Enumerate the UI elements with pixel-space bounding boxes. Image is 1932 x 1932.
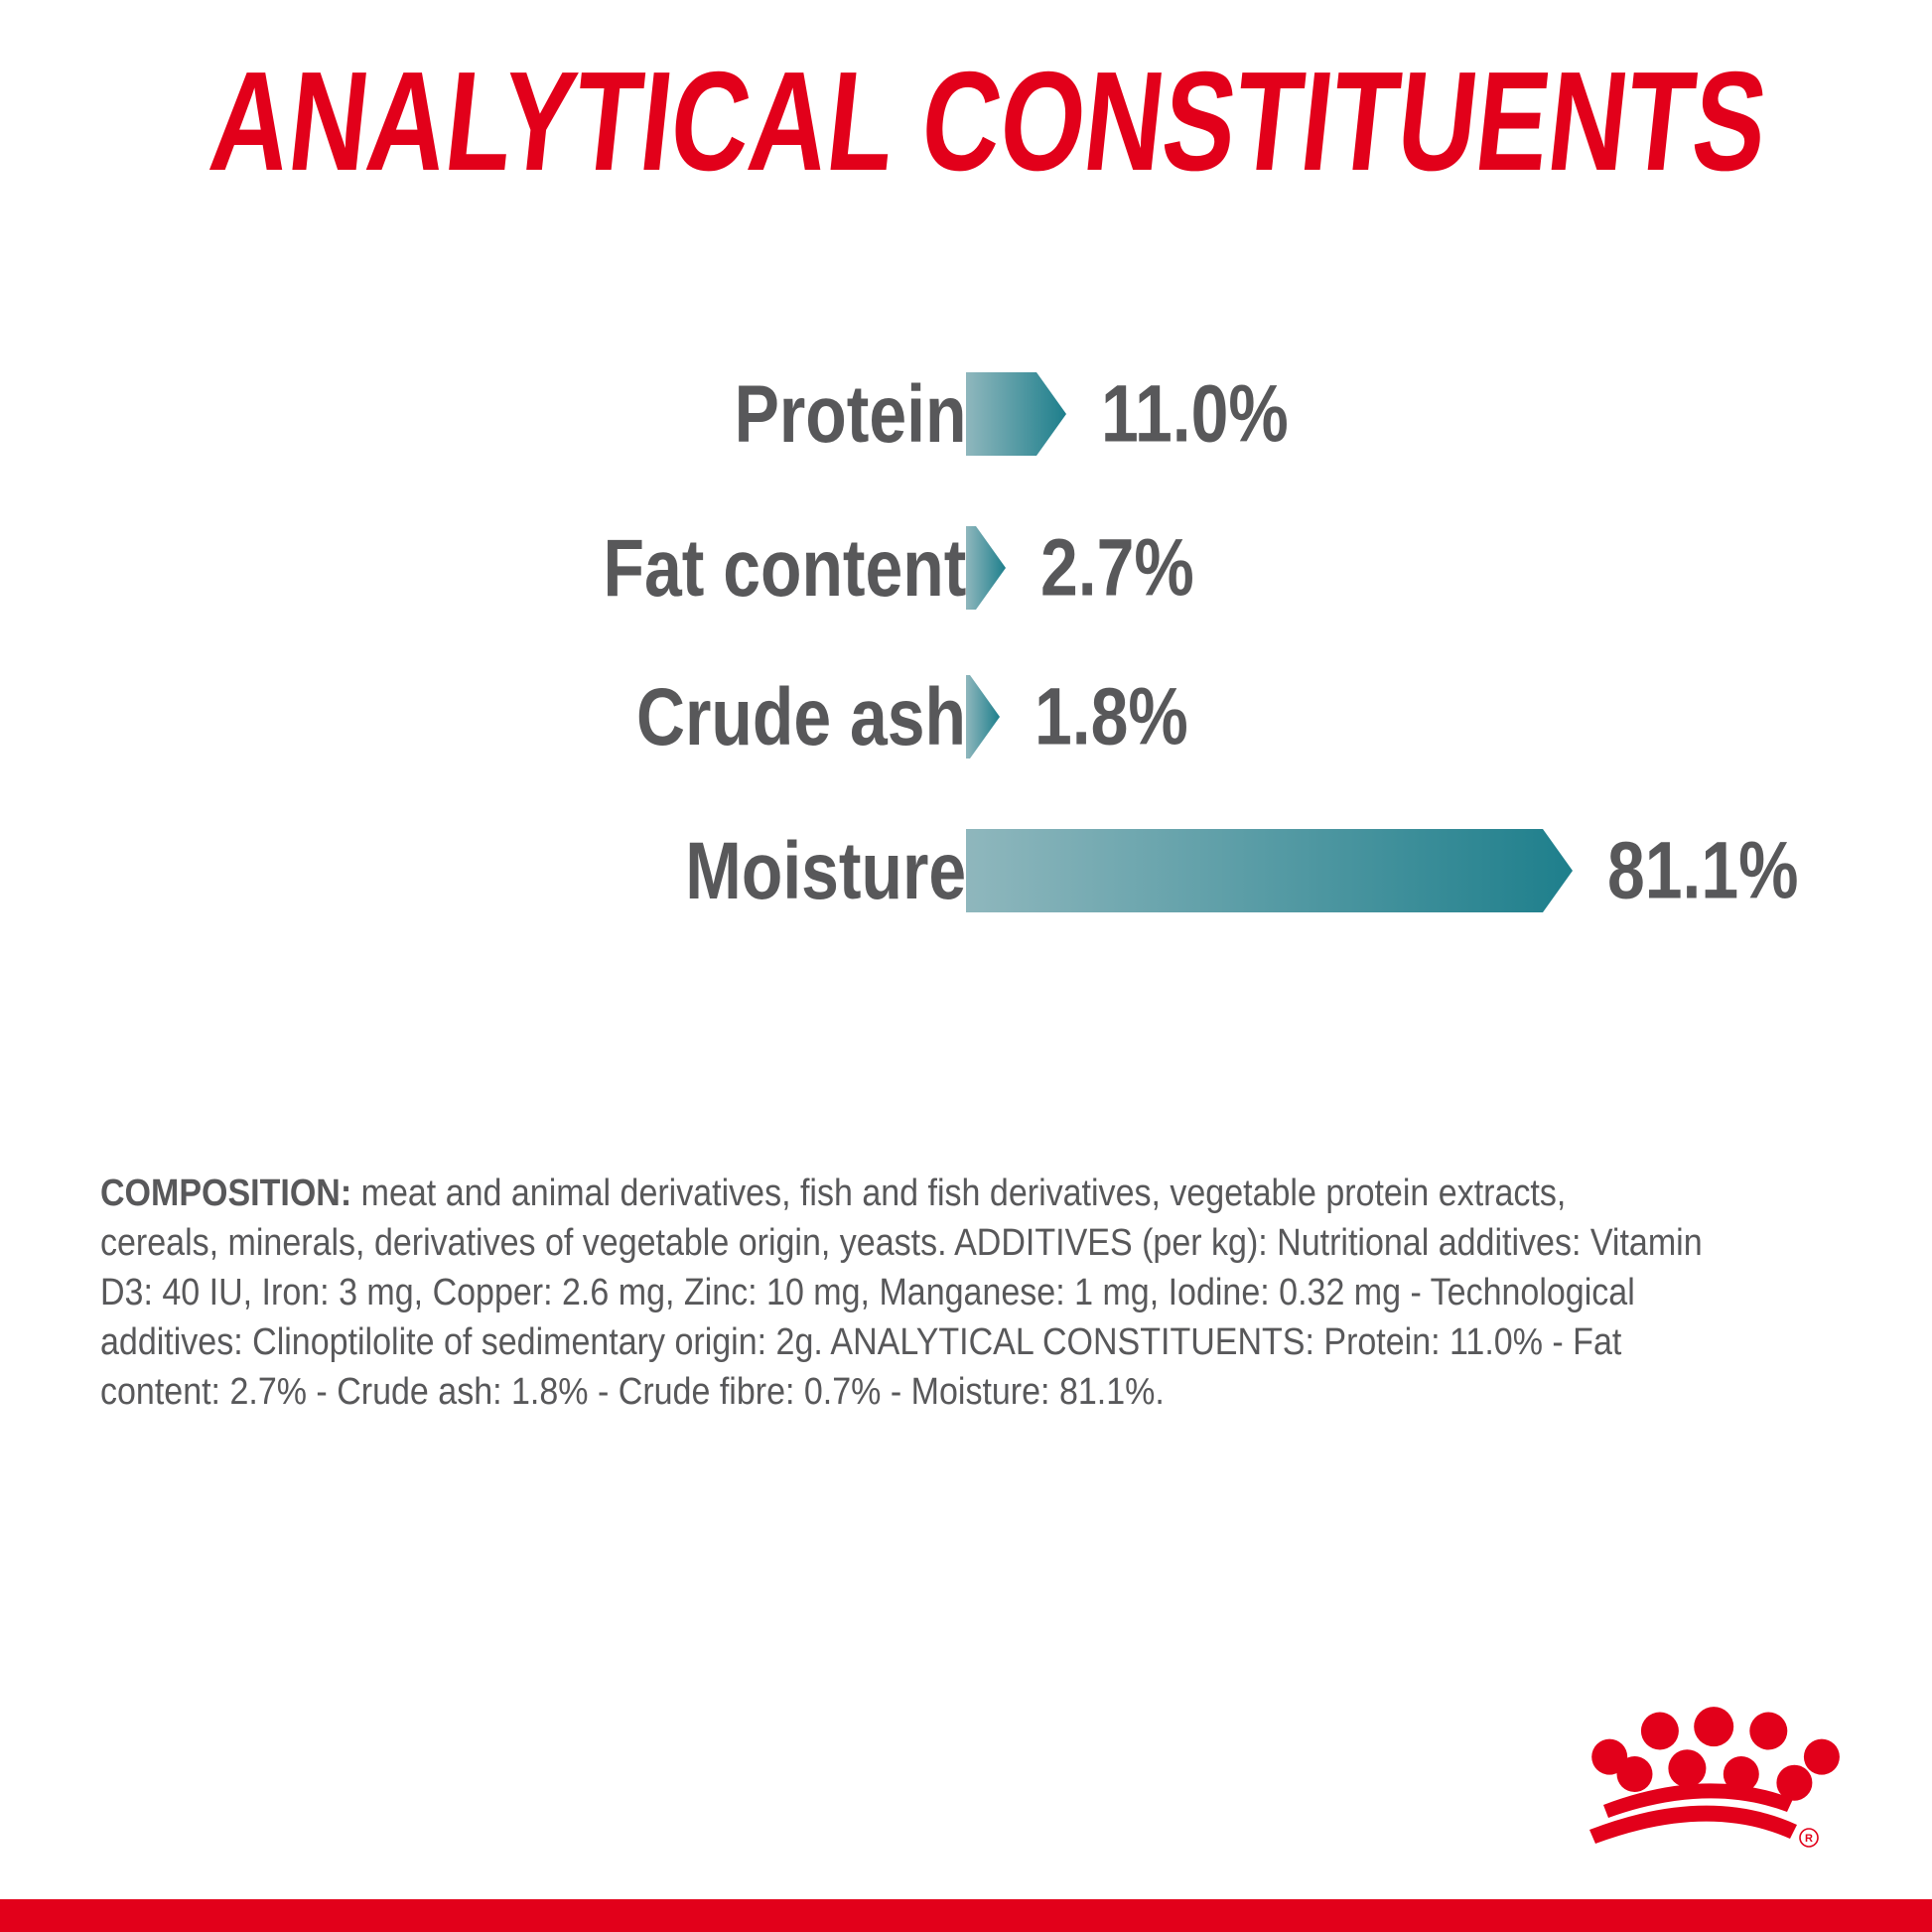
svg-text:R: R [1805,1833,1813,1845]
